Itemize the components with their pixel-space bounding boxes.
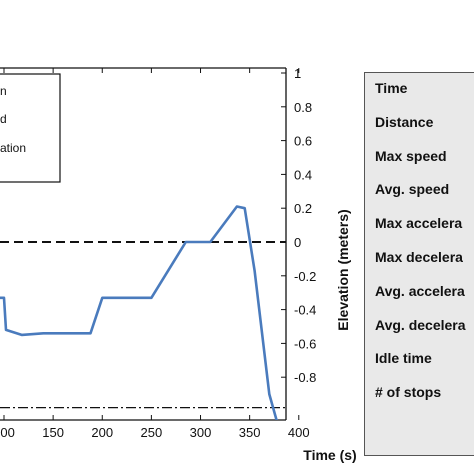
y-tick-label-2: 0.6 — [294, 134, 312, 149]
y-tick-label-3: 0.4 — [294, 167, 312, 182]
panel-item: Distance — [375, 113, 434, 130]
x-tick-label-350: 350 — [239, 425, 261, 440]
x-tick-label-200: 200 — [91, 425, 113, 440]
x-axis-title: Time (s) — [303, 447, 356, 463]
y-tick-label-6: -0.2 — [294, 269, 316, 284]
x-tick-label-400: 400 — [288, 425, 310, 440]
y-tick-label-1: 0.8 — [294, 100, 312, 115]
y-tick-label-7: -0.4 — [294, 303, 316, 318]
legend-entry-1: d — [0, 112, 7, 126]
series-line-0 — [0, 205, 278, 420]
y-axis-title: Elevation (meters) — [335, 209, 351, 330]
y-tick-label-9: -0.8 — [294, 370, 316, 385]
metrics-panel: Time Distance Max speed Avg. speed Max accel… — [364, 72, 474, 456]
panel-item: # of stops — [375, 384, 442, 401]
y-tick-label-8: -0.6 — [294, 336, 316, 351]
x-tick-label-150: 150 — [42, 425, 64, 440]
y-axis-ticks: 1 0.8 0.6 0.4 0.2 0 -0.2 -0.4 -0.6 -0.8 — [281, 66, 316, 385]
x-tick-label-250: 250 — [141, 425, 163, 440]
reference-lines — [0, 241, 286, 409]
y-tick-label-0: 1 — [294, 66, 301, 81]
panel-item: Max speed — [375, 147, 447, 164]
panel-item: Idle time — [375, 350, 432, 367]
x-axis-ticks: 100 150 200 250 300 350 400 — [0, 68, 310, 440]
panel-item: Max decelera — [375, 249, 463, 265]
legend-entry-0: n — [0, 84, 7, 98]
x-tick-label-300: 300 — [190, 425, 212, 440]
panel-item: Max accelera — [375, 215, 463, 232]
plot-frame — [0, 67, 287, 421]
x-tick-label-100: 100 — [0, 425, 15, 440]
legend-box — [0, 73, 61, 183]
series-group — [0, 205, 278, 420]
panel-item: Avg. speed — [375, 181, 450, 198]
y-tick-label-5: 0 — [294, 235, 301, 250]
panel-item: Avg. accelera — [375, 282, 465, 299]
legend: nd ation — [0, 73, 61, 183]
legend-entry-2: ation — [0, 141, 26, 155]
panel-item: Avg. decelera — [375, 316, 466, 333]
y-tick-label-4: 0.2 — [294, 201, 312, 216]
panel-item: Time — [375, 80, 408, 96]
